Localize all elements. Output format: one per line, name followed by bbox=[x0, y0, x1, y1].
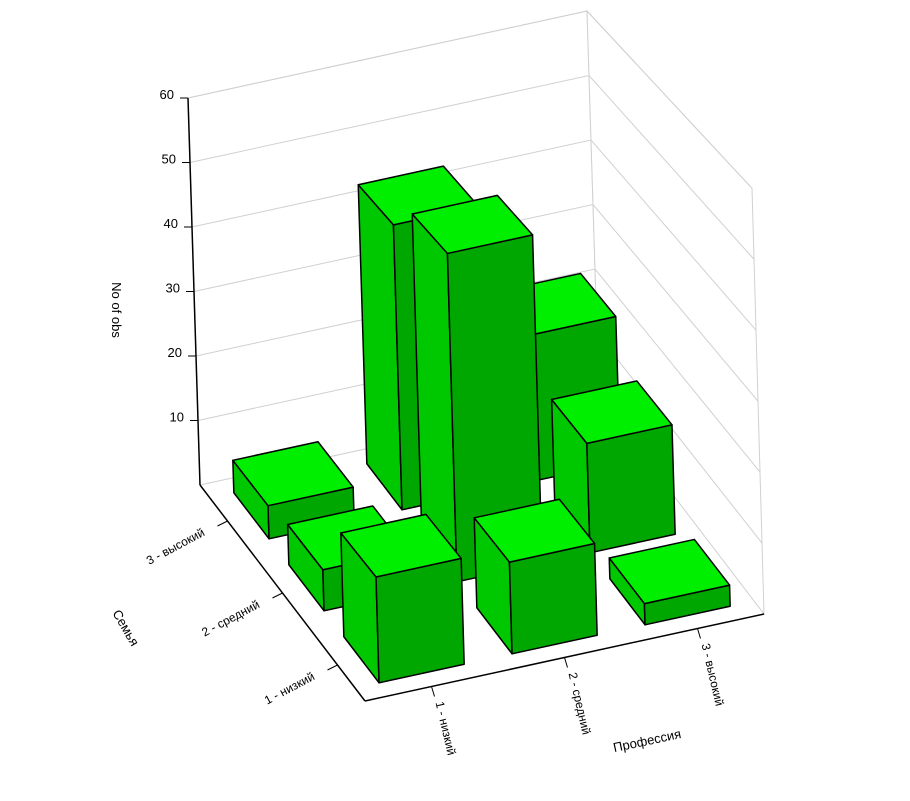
bar bbox=[608, 538, 731, 626]
bar-top-face bbox=[340, 513, 462, 578]
bar-top-face bbox=[608, 538, 731, 605]
z-tick-label: 50 bbox=[162, 152, 176, 167]
x-axis-title: Профессия bbox=[612, 726, 683, 755]
grid-line bbox=[193, 203, 759, 402]
y-tick-label: 1 - низкий bbox=[262, 669, 317, 707]
bar-front-face bbox=[508, 542, 598, 655]
grid-line bbox=[189, 74, 755, 260]
y-tick bbox=[217, 520, 228, 527]
x-tick-label: 2 - средний bbox=[566, 671, 594, 736]
y-tick bbox=[272, 592, 283, 599]
z-tick-label: 20 bbox=[168, 345, 182, 360]
z-tick-label: 60 bbox=[160, 87, 174, 102]
x-tick-label: 1 - низкий bbox=[433, 700, 459, 757]
bar-top-face bbox=[411, 194, 534, 255]
bar bbox=[473, 498, 598, 655]
bar-top-face bbox=[550, 380, 673, 445]
bar bbox=[340, 513, 465, 684]
z-tick-label: 30 bbox=[166, 281, 180, 296]
z-axis bbox=[187, 97, 201, 486]
y-tick-label: 2 - средний bbox=[199, 597, 262, 639]
z-tick-label: 10 bbox=[170, 410, 184, 425]
x-tick-label: 3 - высокий bbox=[699, 642, 727, 707]
y-tick-label: 3 - высокий bbox=[144, 525, 207, 567]
bar-top-face bbox=[473, 498, 596, 563]
bar-front-face bbox=[586, 424, 676, 554]
z-tick-label: 40 bbox=[164, 216, 178, 231]
grid-line bbox=[191, 139, 757, 331]
x-tick bbox=[564, 657, 568, 668]
y-tick bbox=[327, 664, 338, 671]
y-axis-title: Семья bbox=[110, 607, 143, 649]
x-tick bbox=[697, 628, 701, 639]
grid-line bbox=[187, 10, 753, 189]
bar-front-face bbox=[375, 557, 465, 684]
x-tick bbox=[431, 686, 435, 697]
grid-line bbox=[195, 268, 761, 473]
bar bbox=[411, 194, 543, 583]
z-axis-title: No of obs bbox=[109, 282, 124, 338]
bar-top-face bbox=[232, 440, 354, 507]
bar bbox=[550, 380, 676, 554]
